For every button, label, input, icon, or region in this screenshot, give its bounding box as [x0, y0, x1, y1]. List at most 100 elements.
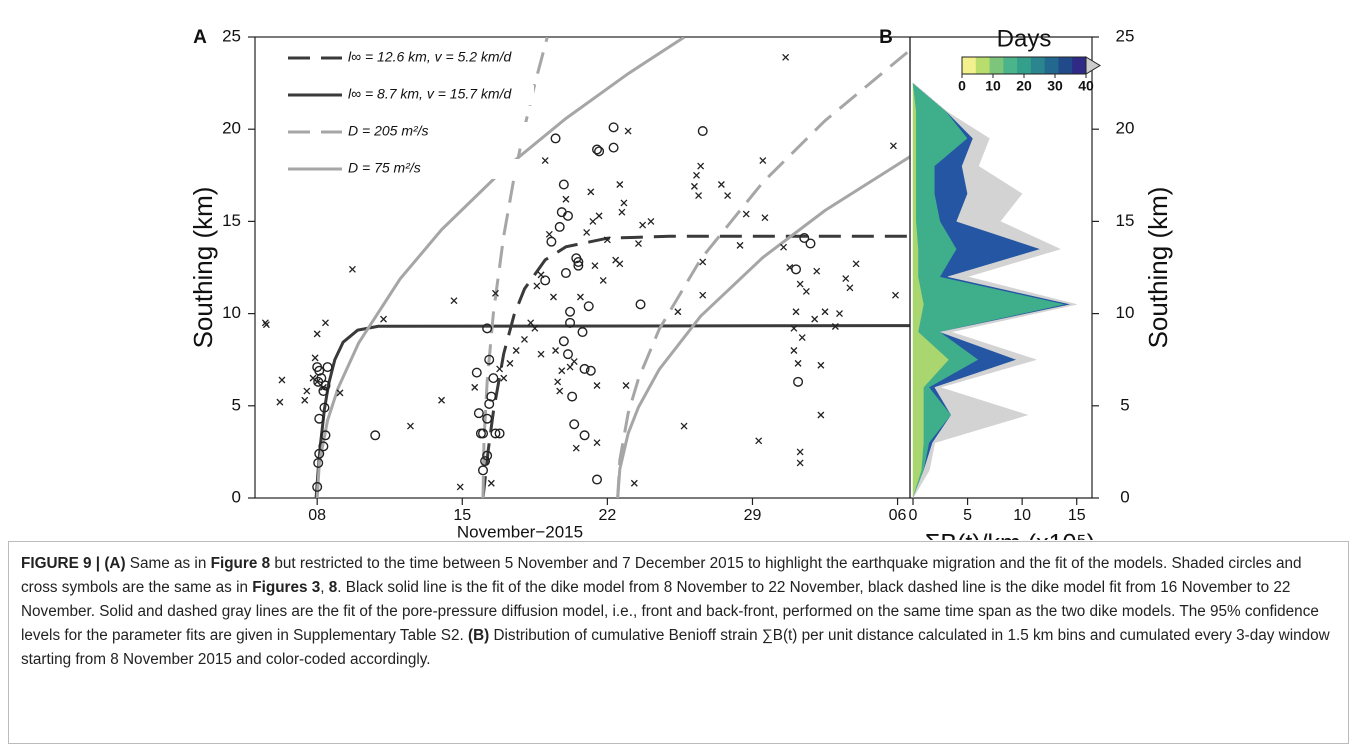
event-cross	[380, 315, 387, 323]
model-line	[481, 37, 549, 498]
event-circle	[314, 413, 325, 424]
event-circle	[370, 430, 381, 441]
event-cross	[593, 439, 601, 447]
caption-bold: Figures 3	[252, 579, 321, 596]
event-cross	[587, 188, 595, 196]
event-circle	[592, 144, 603, 155]
event-cross	[892, 291, 899, 299]
event-circle	[579, 363, 590, 374]
event-circle	[565, 306, 576, 317]
model-line	[314, 324, 910, 498]
event-cross	[755, 437, 763, 445]
event-circle	[554, 221, 565, 232]
event-circle	[478, 465, 489, 476]
colorbar-tick-label: 20	[1016, 78, 1032, 94]
event-cross	[406, 422, 414, 430]
x-tick-label: 15	[1068, 507, 1086, 524]
event-cross	[599, 276, 607, 284]
y-tick-label: 10	[222, 303, 241, 322]
event-cross	[817, 361, 825, 369]
x-tick-label: 10	[1013, 507, 1031, 524]
event-cross	[456, 483, 464, 491]
event-cross	[491, 289, 499, 297]
x-tick-label: 22	[598, 507, 616, 524]
y-tick-label: 20	[222, 119, 241, 138]
event-cross	[487, 479, 495, 487]
event-cross	[533, 282, 541, 290]
event-cross	[635, 240, 642, 247]
event-cross	[322, 319, 329, 327]
event-circle	[319, 402, 330, 413]
y-tick-label: 25	[222, 26, 241, 45]
event-circle	[478, 428, 489, 439]
event-circle	[482, 450, 493, 461]
legend-bg	[344, 48, 534, 68]
legend-label: l∞ = 12.6 km, v = 5.2 km/d	[348, 49, 512, 65]
caption: FIGURE 9 | (A) Same as in Figure 8 but r…	[8, 541, 1349, 744]
legend-label: D = 205 m²/s	[348, 123, 429, 139]
event-cross	[471, 383, 479, 391]
event-cross	[537, 350, 545, 358]
caption-text: Same as in	[125, 555, 211, 572]
event-cross	[552, 347, 560, 354]
event-cross	[817, 411, 825, 419]
y-tick-label: 0	[1120, 487, 1129, 506]
event-cross	[802, 288, 810, 295]
event-cross	[724, 192, 732, 200]
event-cross	[690, 182, 698, 190]
legend-label: l∞ = 8.7 km, v = 15.7 km/d	[348, 86, 512, 102]
event-cross	[796, 448, 804, 456]
event-cross	[842, 275, 850, 283]
event-cross	[699, 291, 707, 299]
event-circle	[546, 236, 557, 247]
figure: 0 5 10 15 20 25 08 15 22 29 06 A November−2015 Southi…	[188, 25, 1173, 540]
event-circle	[558, 179, 569, 190]
event-cross	[717, 181, 725, 188]
event-circle	[313, 457, 324, 468]
event-cross	[537, 271, 545, 279]
event-circle	[471, 367, 482, 378]
event-circle	[608, 122, 619, 133]
colorbar-swatch	[975, 57, 991, 74]
y-tick-label: 5	[1120, 395, 1129, 414]
event-cross	[512, 347, 520, 354]
model-line	[616, 48, 910, 498]
x-axis-label: November−2015	[457, 522, 583, 540]
y-tick-label: 25	[1116, 26, 1135, 45]
event-cross	[647, 217, 655, 225]
colorbar-title: Days	[997, 25, 1052, 52]
event-cross	[521, 335, 528, 343]
event-circle	[592, 474, 603, 485]
event-circle	[550, 133, 561, 144]
colorbar-swatch	[1044, 57, 1059, 74]
event-circle	[562, 349, 573, 360]
y-tick-label: 5	[232, 395, 241, 414]
event-cross	[562, 195, 570, 203]
colorbar-over	[1085, 56, 1101, 75]
strain-area	[912, 82, 1077, 499]
event-cross	[620, 199, 628, 207]
event-cross	[796, 459, 804, 467]
event-cross	[276, 398, 284, 406]
event-circle	[577, 327, 588, 338]
event-cross	[680, 422, 688, 430]
event-circle	[594, 146, 605, 157]
event-cross	[616, 260, 624, 268]
event-cross	[554, 378, 562, 386]
event-circle	[480, 456, 491, 467]
event-cross	[576, 293, 584, 301]
event-cross	[796, 280, 804, 288]
event-cross	[496, 365, 504, 373]
event-cross	[780, 243, 788, 251]
caption-text: . Black solid line is the fit of the dik…	[21, 579, 1319, 644]
x-tick-label: 5	[963, 507, 972, 524]
event-circle	[635, 299, 646, 310]
event-cross	[782, 53, 790, 61]
event-cross	[831, 323, 839, 330]
event-cross	[811, 315, 819, 323]
event-circle	[320, 430, 331, 441]
event-cross	[792, 308, 800, 316]
model-line	[616, 155, 910, 498]
event-cross	[790, 347, 798, 354]
legend-bg	[344, 122, 534, 142]
